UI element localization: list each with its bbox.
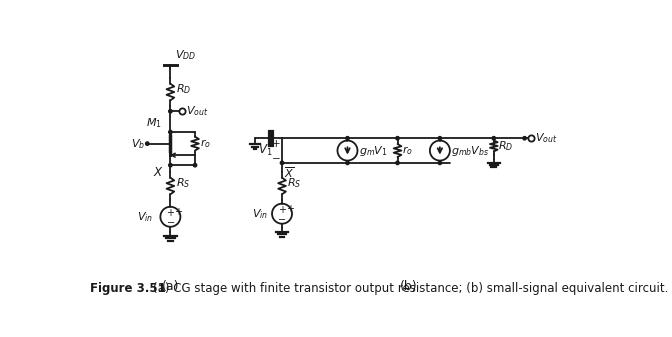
Text: $g_{mb}V_{bs}$: $g_{mb}V_{bs}$: [452, 144, 490, 158]
Circle shape: [346, 161, 349, 164]
Text: $-$: $-$: [271, 152, 281, 162]
Text: $X$: $X$: [153, 166, 164, 179]
Text: $V_{DD}$: $V_{DD}$: [175, 48, 196, 62]
Circle shape: [396, 136, 399, 140]
Text: $\overline{X}$: $\overline{X}$: [284, 165, 294, 180]
Circle shape: [438, 161, 442, 164]
Text: +: +: [167, 208, 174, 218]
Text: $R_D$: $R_D$: [499, 139, 513, 153]
Text: $R_D$: $R_D$: [176, 82, 191, 96]
Text: $g_mV_1$: $g_mV_1$: [359, 144, 388, 158]
Text: +: +: [271, 140, 280, 149]
Circle shape: [492, 136, 495, 140]
Text: $V_{out}$: $V_{out}$: [185, 104, 208, 118]
Text: (b): (b): [401, 280, 418, 293]
Circle shape: [169, 130, 172, 134]
Text: $R_S$: $R_S$: [176, 176, 190, 190]
Text: $r_o$: $r_o$: [200, 137, 210, 150]
Text: $V_{in}$: $V_{in}$: [137, 210, 153, 224]
Text: $V_{out}$: $V_{out}$: [535, 131, 557, 145]
Text: (a) CG stage with finite transistor output resistance; (b) small-signal equivale: (a) CG stage with finite transistor outp…: [138, 281, 669, 295]
Circle shape: [523, 136, 526, 140]
Text: +: +: [174, 207, 182, 217]
Text: $R_S$: $R_S$: [287, 176, 301, 190]
Text: +: +: [286, 204, 294, 214]
Text: $r_o$: $r_o$: [402, 144, 413, 157]
Circle shape: [146, 142, 149, 145]
Text: $M_1$: $M_1$: [146, 116, 161, 130]
Text: Figure 3.51: Figure 3.51: [89, 281, 165, 295]
Circle shape: [169, 110, 172, 113]
Circle shape: [346, 136, 349, 140]
Circle shape: [169, 163, 172, 167]
Text: $-$: $-$: [278, 213, 286, 222]
Text: $V_{in}$: $V_{in}$: [252, 207, 268, 221]
Text: $-$: $-$: [166, 216, 175, 225]
Circle shape: [194, 163, 197, 167]
Circle shape: [396, 161, 399, 164]
Circle shape: [438, 136, 442, 140]
Text: $V_1$: $V_1$: [258, 143, 273, 158]
Circle shape: [280, 161, 284, 164]
Text: $V_b$: $V_b$: [131, 137, 145, 151]
Text: (a): (a): [162, 280, 179, 293]
Text: +: +: [278, 205, 286, 215]
